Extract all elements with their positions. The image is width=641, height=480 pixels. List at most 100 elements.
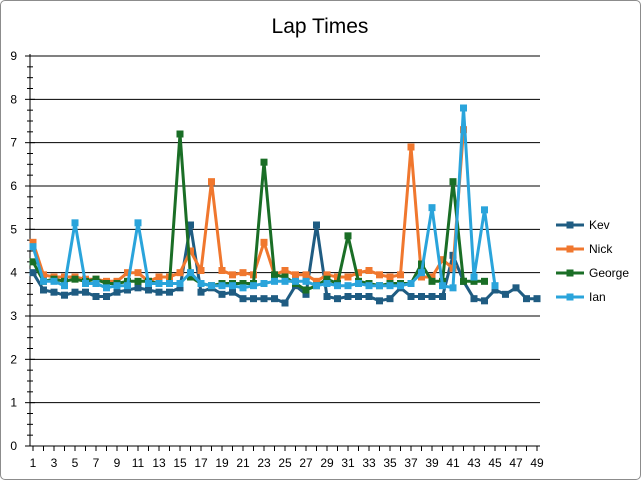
data-point-kev <box>176 284 184 292</box>
data-point-ian <box>397 282 404 290</box>
data-point-nick <box>281 267 289 274</box>
data-point-george <box>323 275 331 283</box>
data-point-nick <box>208 178 215 186</box>
data-point-nick <box>40 271 47 279</box>
data-point-kev <box>407 293 415 300</box>
series-nick <box>29 126 467 285</box>
data-point-kev <box>355 293 362 300</box>
data-point-kev <box>418 293 425 300</box>
data-point-nick <box>124 269 131 277</box>
y-tick-label-1: 1 <box>10 396 17 410</box>
series-kev <box>29 221 541 307</box>
data-point-kev <box>197 288 205 296</box>
x-tick-label-43: 43 <box>467 456 481 470</box>
legend-label: George <box>589 266 629 280</box>
data-point-george <box>29 258 37 266</box>
data-point-nick <box>397 271 404 279</box>
data-point-ian <box>166 280 173 287</box>
data-point-ian <box>481 206 488 214</box>
data-point-kev <box>386 295 394 303</box>
data-point-nick <box>418 273 425 281</box>
data-point-kev <box>229 288 236 296</box>
data-point-nick <box>323 271 331 279</box>
x-tick-label-11: 11 <box>132 456 145 470</box>
legend-label: Nick <box>589 242 613 256</box>
x-tick-label-23: 23 <box>257 456 271 470</box>
data-point-ian <box>323 280 331 287</box>
data-point-ian <box>292 277 299 285</box>
data-point-nick <box>29 238 37 246</box>
data-point-kev <box>533 295 541 303</box>
data-point-ian <box>281 277 289 285</box>
data-point-nick <box>376 271 383 279</box>
data-point-nick <box>439 256 446 264</box>
data-point-ian <box>491 282 499 290</box>
x-tick-label-7: 7 <box>93 456 100 470</box>
data-point-kev <box>491 286 499 294</box>
x-tick-label-47: 47 <box>509 456 523 470</box>
data-point-kev <box>344 293 352 300</box>
x-tick-label-41: 41 <box>446 456 460 470</box>
data-point-ian <box>428 204 436 212</box>
data-point-george <box>239 280 247 287</box>
data-point-nick <box>386 273 394 281</box>
data-point-ian <box>365 282 373 290</box>
x-tick-label-29: 29 <box>320 456 334 470</box>
data-point-nick <box>239 269 247 277</box>
data-point-george <box>281 273 289 281</box>
data-point-nick <box>134 269 142 277</box>
gridlines <box>30 55 540 404</box>
data-point-ian <box>155 280 163 287</box>
legend-item-george: George <box>556 266 629 280</box>
x-tick-label-5: 5 <box>72 456 79 470</box>
data-point-nick <box>313 277 320 285</box>
x-tick-label-9: 9 <box>114 456 121 470</box>
data-point-kev <box>71 288 79 296</box>
data-point-nick <box>407 143 415 151</box>
data-point-kev <box>428 293 436 300</box>
data-point-kev <box>113 288 121 296</box>
data-point-ian <box>40 277 47 285</box>
data-point-kev <box>155 288 163 296</box>
data-point-kev <box>134 284 142 292</box>
x-tick-label-45: 45 <box>488 456 502 470</box>
data-point-george <box>176 130 184 138</box>
data-point-nick <box>292 271 299 279</box>
data-point-kev <box>50 288 58 296</box>
data-point-george <box>344 232 352 240</box>
data-point-ian <box>334 282 341 290</box>
data-point-kev <box>250 295 257 303</box>
series-line-nick <box>31 129 465 283</box>
data-point-george <box>71 275 79 283</box>
data-point-kev <box>92 293 100 300</box>
data-point-george <box>481 277 488 285</box>
data-point-kev <box>218 290 226 298</box>
data-point-kev <box>439 293 446 300</box>
data-point-ian <box>218 282 226 290</box>
data-point-kev <box>523 295 530 303</box>
data-point-kev <box>239 295 247 303</box>
data-point-ian <box>439 282 446 290</box>
data-point-george <box>134 277 142 285</box>
data-point-nick <box>355 269 362 277</box>
data-point-george <box>460 277 467 285</box>
x-tick-label-21: 21 <box>236 456 250 470</box>
data-point-george <box>103 280 110 287</box>
data-point-kev <box>302 290 310 298</box>
data-point-ian <box>376 282 383 290</box>
data-point-kev <box>187 221 194 229</box>
data-point-kev <box>271 295 278 303</box>
data-point-kev <box>281 299 289 307</box>
data-point-ian <box>344 282 352 290</box>
x-tick-label-33: 33 <box>362 456 376 470</box>
legend: Kev Nick George Ian <box>556 218 629 304</box>
data-point-ian <box>134 219 142 227</box>
series-line-ian <box>31 106 497 290</box>
data-point-nick <box>302 271 310 279</box>
data-point-nick <box>260 238 268 246</box>
x-tick-label-1: 1 <box>30 456 37 470</box>
data-point-george <box>92 275 100 283</box>
data-point-kev <box>260 295 268 303</box>
